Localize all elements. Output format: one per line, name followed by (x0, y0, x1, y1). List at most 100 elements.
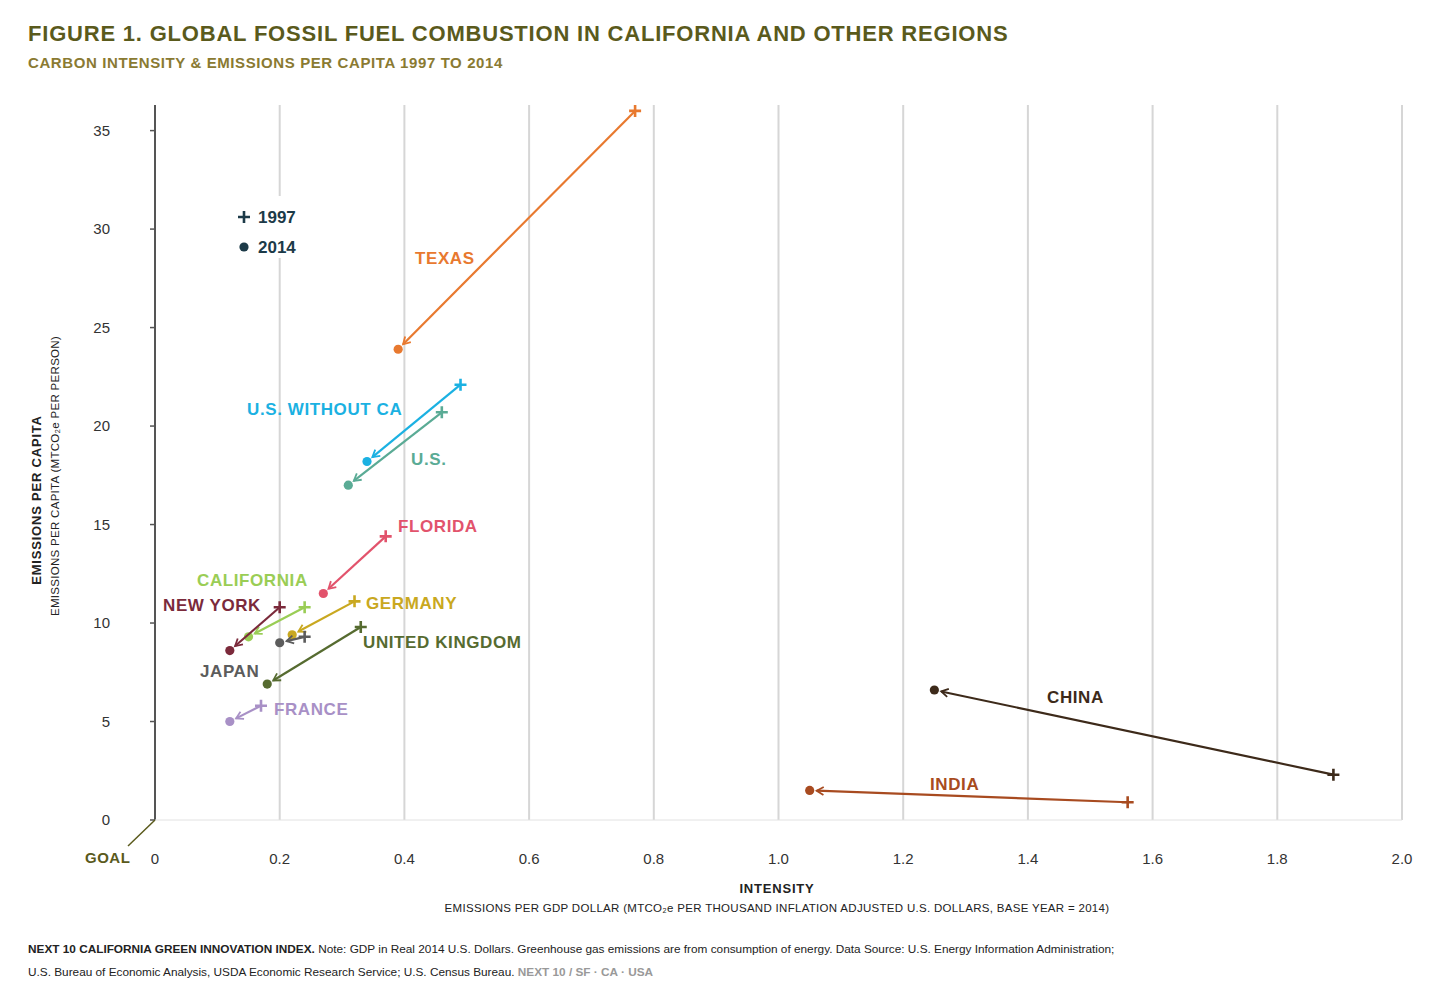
arrow-head (941, 689, 949, 697)
y-tick-label: 10 (93, 614, 110, 631)
arrow-head (273, 673, 281, 680)
point (394, 345, 403, 354)
series-label: INDIA (930, 775, 979, 794)
point (436, 406, 448, 418)
arrow-head (235, 638, 243, 646)
point (805, 786, 814, 795)
y-tick-label: 25 (93, 319, 110, 336)
grid-line (1276, 105, 1278, 820)
arrow-line (236, 706, 261, 719)
series-label: TEXAS (415, 249, 475, 268)
legend-label: 1997 (258, 208, 296, 227)
y-tick-label: 30 (93, 220, 110, 237)
footer-line: NEXT 10 CALIFORNIA GREEN INNOVATION INDE… (28, 942, 1114, 956)
arrow-head (817, 787, 824, 795)
grid-line (653, 105, 655, 820)
series-label: U.S. (411, 450, 446, 469)
point (455, 379, 467, 391)
series-label: GERMANY (366, 594, 457, 613)
y-axis (154, 105, 156, 820)
legend-marker (239, 242, 248, 251)
point (355, 621, 367, 633)
legend-box (224, 196, 314, 258)
series-label: JAPAN (200, 662, 259, 681)
grid-line (154, 105, 156, 820)
footer-note: U.S. Bureau of Economic Analysis, USDA E… (28, 965, 518, 979)
x-axis-sublabel: EMISSIONS PER GDP DOLLAR (MTCO₂e PER THO… (445, 902, 1110, 914)
goal-line (128, 820, 155, 846)
arrow-head (298, 625, 306, 632)
grid-line (1401, 105, 1403, 820)
point (1122, 796, 1134, 808)
arrow-line (273, 627, 361, 680)
x-tick-label: 1.0 (768, 850, 789, 867)
arrow-line (298, 601, 354, 631)
footer-title: NEXT 10 CALIFORNIA GREEN INNOVATION INDE… (28, 942, 315, 956)
arrow-head (403, 337, 411, 345)
x-tick-label: 0 (151, 850, 159, 867)
arrow-line (403, 111, 635, 344)
arrow-head (236, 712, 244, 719)
chart: FIGURE 1. GLOBAL FOSSIL FUEL COMBUSTION … (0, 0, 1440, 996)
x-tick-label: 1.6 (1142, 850, 1163, 867)
arrow-head (372, 450, 380, 457)
title: FIGURE 1. GLOBAL FOSSIL FUEL COMBUSTION … (28, 21, 1008, 46)
series-label: CALIFORNIA (197, 571, 308, 590)
x-tick-label: 0.6 (519, 850, 540, 867)
point (319, 589, 328, 598)
grid-line (1027, 105, 1029, 820)
arrow-line (354, 412, 442, 481)
grid-line (528, 105, 530, 820)
point (274, 601, 286, 613)
series-label: CHINA (1047, 688, 1104, 707)
legend-label: 2014 (258, 238, 296, 257)
x-tick-label: 0.4 (394, 850, 415, 867)
y-axis-label: EMISSIONS PER CAPITA (29, 415, 44, 585)
series-label: UNITED KINGDOM (363, 633, 522, 652)
point (930, 685, 939, 694)
x-tick-label: 0.2 (269, 850, 290, 867)
arrow-head (329, 581, 337, 589)
grid-line (403, 105, 405, 820)
footer-line: U.S. Bureau of Economic Analysis, USDA E… (28, 965, 654, 979)
x-tick-label: 1.2 (893, 850, 914, 867)
y-tick-label: 20 (93, 417, 110, 434)
point (629, 105, 641, 117)
plot-area (225, 105, 1339, 808)
subtitle: CARBON INTENSITY & EMISSIONS PER CAPITA … (28, 54, 503, 71)
series-label: FRANCE (274, 700, 348, 719)
point (263, 679, 272, 688)
y-tick-label: 15 (93, 516, 110, 533)
annotation: GOAL (85, 849, 130, 866)
point (299, 601, 311, 613)
y-tick-label: 5 (102, 713, 110, 730)
arrow-line (372, 385, 460, 457)
legend-marker (238, 211, 250, 223)
arrow-line (329, 536, 386, 588)
arrow-head (354, 473, 362, 480)
point (349, 595, 361, 607)
point (362, 457, 371, 466)
series-label: U.S. WITHOUT CA (247, 400, 402, 419)
point (299, 631, 311, 643)
grid-line (902, 105, 904, 820)
x-tick-label: 1.4 (1017, 850, 1038, 867)
footer-credit: NEXT 10 / SF · CA · USA (518, 965, 654, 979)
y-tick-label: 0 (102, 811, 110, 828)
point (225, 646, 234, 655)
x-tick-label: 1.8 (1267, 850, 1288, 867)
x-tick-label: 0.8 (643, 850, 664, 867)
y-axis-sublabel: EMISSIONS PER CAPITA (MTCO₂e PER PERSON) (49, 336, 61, 616)
arrow-head (287, 636, 295, 644)
point (225, 717, 234, 726)
x-tick-label: 2.0 (1392, 850, 1413, 867)
x-axis (155, 820, 1402, 821)
arrow-line (941, 691, 1333, 774)
point (255, 700, 267, 712)
y-tick-label: 35 (93, 122, 110, 139)
grid-line (1152, 105, 1154, 820)
grid-line (778, 105, 780, 820)
series-label: NEW YORK (163, 596, 261, 615)
x-axis-label: INTENSITY (739, 881, 814, 896)
point (344, 481, 353, 490)
